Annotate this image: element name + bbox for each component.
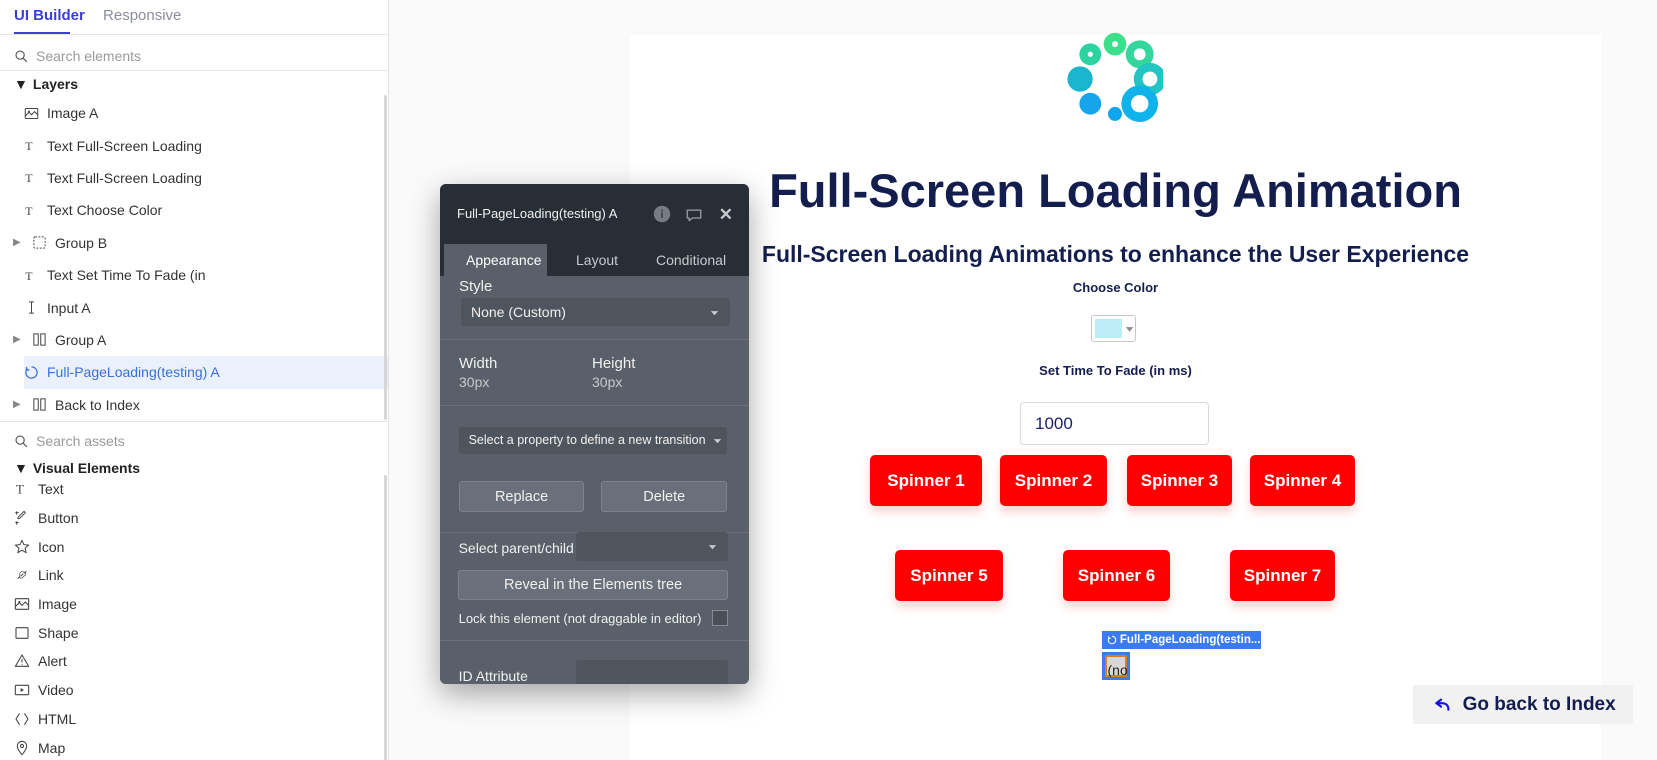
svg-text:T: T (25, 171, 33, 185)
svg-text:T: T (25, 139, 33, 153)
svg-text:T: T (16, 483, 24, 497)
svg-text:T: T (25, 269, 33, 283)
svg-text:T: T (25, 204, 33, 218)
